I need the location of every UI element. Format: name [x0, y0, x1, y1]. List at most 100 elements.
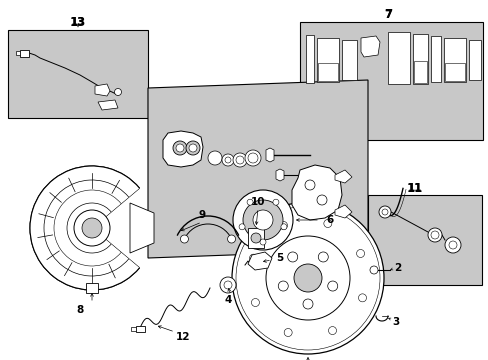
Circle shape: [114, 89, 121, 95]
Circle shape: [236, 156, 244, 164]
Circle shape: [244, 150, 261, 166]
Polygon shape: [334, 170, 351, 183]
Bar: [136, 326, 145, 332]
Circle shape: [303, 299, 312, 309]
Circle shape: [231, 202, 383, 354]
Circle shape: [251, 298, 259, 306]
Polygon shape: [291, 165, 341, 220]
Bar: [444, 63, 464, 81]
Polygon shape: [163, 131, 203, 167]
Bar: [316, 38, 338, 82]
Circle shape: [246, 199, 253, 205]
Circle shape: [239, 224, 244, 230]
Bar: [247, 228, 264, 248]
Bar: [20, 50, 29, 57]
Circle shape: [82, 218, 102, 238]
Bar: [413, 61, 426, 83]
Text: 10: 10: [250, 197, 264, 207]
Circle shape: [224, 281, 231, 289]
Bar: [412, 34, 427, 84]
Polygon shape: [265, 148, 273, 162]
Circle shape: [224, 157, 230, 163]
Wedge shape: [30, 166, 139, 290]
Text: 13: 13: [71, 17, 85, 27]
Bar: [367, 195, 481, 285]
Circle shape: [272, 199, 278, 205]
Bar: [430, 36, 440, 82]
Circle shape: [305, 180, 314, 190]
Circle shape: [284, 329, 291, 337]
Text: 5: 5: [276, 253, 283, 263]
Bar: [387, 32, 409, 84]
Circle shape: [444, 237, 460, 253]
Bar: [16, 51, 20, 55]
Circle shape: [358, 294, 366, 302]
Circle shape: [252, 210, 272, 230]
Circle shape: [327, 281, 337, 291]
Text: 11: 11: [407, 183, 421, 193]
Circle shape: [173, 141, 186, 155]
Polygon shape: [148, 80, 367, 258]
Polygon shape: [98, 100, 118, 110]
Circle shape: [185, 141, 200, 155]
Circle shape: [265, 236, 349, 320]
Circle shape: [279, 221, 287, 229]
Text: 7: 7: [383, 9, 391, 22]
Circle shape: [249, 254, 257, 262]
Wedge shape: [30, 166, 139, 290]
Text: 4: 4: [224, 295, 231, 305]
Polygon shape: [275, 169, 284, 181]
Circle shape: [430, 231, 438, 239]
Circle shape: [427, 228, 441, 242]
Bar: [317, 63, 337, 81]
Circle shape: [293, 264, 321, 292]
Polygon shape: [334, 205, 351, 218]
Text: 9: 9: [198, 210, 205, 220]
Bar: [8, 30, 148, 118]
Circle shape: [180, 235, 188, 243]
Circle shape: [381, 209, 387, 215]
Circle shape: [222, 154, 234, 166]
Circle shape: [323, 220, 331, 228]
Text: 8: 8: [76, 305, 83, 315]
Text: 6: 6: [325, 215, 333, 225]
Circle shape: [280, 224, 286, 230]
Circle shape: [378, 206, 390, 218]
Polygon shape: [95, 84, 110, 96]
Circle shape: [236, 206, 379, 350]
Circle shape: [278, 281, 288, 291]
Circle shape: [220, 277, 236, 293]
Circle shape: [316, 195, 326, 205]
Circle shape: [318, 252, 327, 262]
Text: 7: 7: [384, 10, 391, 20]
Text: 2: 2: [393, 263, 401, 273]
Circle shape: [260, 239, 265, 245]
Circle shape: [232, 190, 292, 250]
Circle shape: [369, 266, 377, 274]
Circle shape: [287, 252, 297, 262]
Circle shape: [243, 200, 283, 240]
Circle shape: [74, 210, 110, 246]
Circle shape: [189, 144, 197, 152]
Circle shape: [207, 151, 222, 165]
Polygon shape: [360, 36, 379, 57]
Circle shape: [356, 249, 364, 257]
Text: 11: 11: [406, 181, 422, 194]
Circle shape: [227, 235, 235, 243]
Text: 12: 12: [175, 332, 190, 342]
Circle shape: [448, 241, 456, 249]
Circle shape: [247, 153, 258, 163]
Bar: [468, 40, 480, 80]
Circle shape: [232, 153, 246, 167]
Polygon shape: [130, 203, 154, 253]
Circle shape: [250, 233, 261, 243]
Bar: [341, 40, 356, 80]
Bar: [131, 327, 136, 331]
Text: 13: 13: [70, 15, 86, 28]
Polygon shape: [247, 252, 271, 270]
Bar: [443, 38, 465, 82]
Circle shape: [176, 144, 183, 152]
Bar: [86, 283, 98, 293]
Text: 3: 3: [391, 317, 399, 327]
Circle shape: [328, 327, 336, 334]
